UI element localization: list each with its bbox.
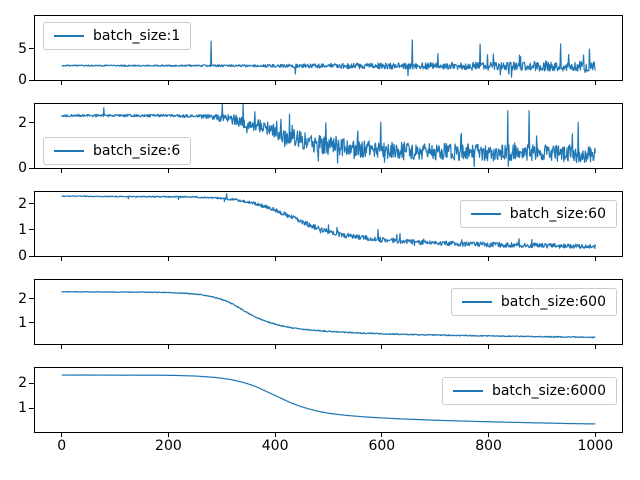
loss-curve-5 <box>61 374 596 425</box>
y-tick <box>29 255 34 257</box>
y-tick <box>29 203 34 205</box>
legend-label: batch_size:6 <box>93 143 181 159</box>
legend-label: batch_size:1 <box>93 28 181 44</box>
x-tick-label: 200 <box>155 438 182 454</box>
legend-batch-size-6000: batch_size:6000 <box>441 377 617 405</box>
y-tick <box>29 229 34 231</box>
plot-line <box>61 39 596 78</box>
x-tick <box>274 81 276 85</box>
x-tick-label: 1000 <box>577 438 614 454</box>
x-tick <box>381 433 383 437</box>
x-tick <box>488 345 490 349</box>
y-tick <box>29 382 34 384</box>
x-tick <box>274 433 276 437</box>
x-tick-label: 600 <box>368 438 396 454</box>
x-tick <box>274 169 276 173</box>
y-tick-label: 5 <box>18 40 27 57</box>
plot-line <box>61 374 596 425</box>
y-tick <box>29 407 34 409</box>
plot-line <box>61 193 596 250</box>
legend-batch-size-600: batch_size:600 <box>450 288 617 316</box>
loss-curve-4 <box>61 290 596 339</box>
y-tick <box>29 322 34 324</box>
legend-line-icon <box>461 301 492 303</box>
x-tick <box>488 257 490 261</box>
legend-label: batch_size:600 <box>500 294 606 310</box>
x-tick <box>167 169 169 173</box>
y-tick <box>29 167 34 169</box>
x-tick <box>61 81 63 85</box>
legend-batch-size-1: batch_size:1 <box>43 22 192 50</box>
plot-line <box>61 104 596 168</box>
x-tick <box>167 81 169 85</box>
y-tick <box>29 122 34 124</box>
y-tick-label: 1 <box>18 221 27 238</box>
x-tick-label: 400 <box>261 438 289 454</box>
y-tick <box>29 79 34 81</box>
loss-curve-3 <box>61 193 596 250</box>
x-tick <box>594 345 596 349</box>
legend-line-icon <box>54 150 84 152</box>
legend-label: batch_size:6000 <box>491 383 606 399</box>
x-tick <box>594 81 596 85</box>
x-tick <box>61 257 63 261</box>
y-tick <box>29 48 34 50</box>
x-tick-label: 800 <box>475 438 502 454</box>
legend-label: batch_size:60 <box>509 206 606 222</box>
x-tick <box>594 169 596 173</box>
legend-line-icon <box>54 35 84 37</box>
x-tick <box>274 257 276 261</box>
x-tick <box>381 345 383 349</box>
y-tick-label: 0 <box>18 248 27 264</box>
y-tick-label: 2 <box>18 375 27 391</box>
legend-batch-size-6: batch_size:6 <box>43 137 192 165</box>
x-tick-label: 0 <box>57 438 67 454</box>
loss-curve-1 <box>61 39 596 78</box>
loss-curve-2 <box>61 104 596 168</box>
x-tick <box>381 81 383 85</box>
y-tick-label: 1 <box>18 400 27 416</box>
x-tick <box>594 257 596 261</box>
legend-line-icon <box>470 213 501 215</box>
x-tick <box>167 345 169 349</box>
y-tick-label: 2 <box>18 114 27 131</box>
legend-batch-size-60: batch_size:60 <box>459 200 617 228</box>
x-tick <box>61 169 63 173</box>
x-tick <box>488 81 490 85</box>
x-tick <box>488 433 490 437</box>
x-tick <box>167 433 169 437</box>
y-tick-label: 0 <box>18 72 27 88</box>
x-tick <box>274 345 276 349</box>
x-tick <box>167 257 169 261</box>
x-tick <box>381 169 383 173</box>
x-tick <box>594 433 596 437</box>
y-tick <box>29 298 34 300</box>
plot-line <box>61 290 596 339</box>
x-tick <box>381 257 383 261</box>
x-tick <box>488 169 490 173</box>
x-tick <box>61 433 63 437</box>
y-tick-label: 2 <box>18 290 27 307</box>
x-tick <box>61 345 63 349</box>
y-tick-label: 0 <box>18 160 27 176</box>
legend-line-icon <box>452 390 483 392</box>
y-tick-label: 2 <box>18 195 27 212</box>
y-tick-label: 1 <box>18 314 27 331</box>
